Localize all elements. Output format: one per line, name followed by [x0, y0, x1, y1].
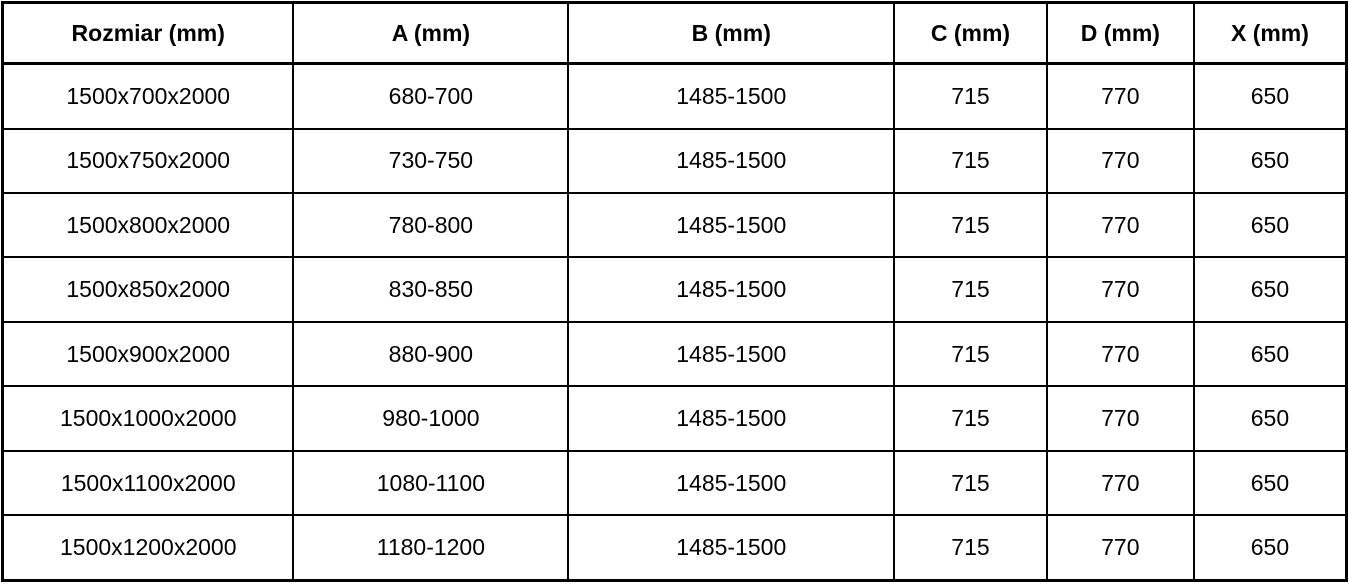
- cell-x: 650: [1192, 256, 1348, 323]
- cell-d: 770: [1045, 62, 1195, 130]
- table-row: 1500x1000x2000 980-1000 1485-1500 715 77…: [1, 385, 1348, 452]
- cell-a: 1080-1100: [292, 449, 570, 517]
- cell-a: 830-850: [292, 256, 570, 323]
- cell-c: 715: [893, 449, 1048, 517]
- cell-b: 1485-1500: [567, 320, 896, 388]
- cell-b: 1485-1500: [567, 514, 896, 582]
- cell-d: 770: [1045, 127, 1195, 194]
- cell-rozmiar: 1500x850x2000: [1, 256, 295, 323]
- table-row: 1500x900x2000 880-900 1485-1500 715 770 …: [1, 320, 1348, 388]
- cell-x: 650: [1192, 62, 1348, 130]
- cell-d: 770: [1045, 256, 1195, 323]
- cell-rozmiar: 1500x1100x2000: [1, 449, 295, 517]
- cell-x: 650: [1192, 320, 1348, 388]
- cell-a: 730-750: [292, 127, 570, 194]
- table-row: 1500x700x2000 680-700 1485-1500 715 770 …: [1, 62, 1348, 130]
- cell-d: 770: [1045, 320, 1195, 388]
- column-header-rozmiar: Rozmiar (mm): [1, 1, 295, 65]
- column-header-b: B (mm): [567, 1, 896, 65]
- cell-c: 715: [893, 320, 1048, 388]
- cell-b: 1485-1500: [567, 191, 896, 259]
- cell-c: 715: [893, 191, 1048, 259]
- cell-a: 880-900: [292, 320, 570, 388]
- cell-c: 715: [893, 62, 1048, 130]
- cell-d: 770: [1045, 385, 1195, 452]
- column-header-c: C (mm): [893, 1, 1048, 65]
- table-row: 1500x850x2000 830-850 1485-1500 715 770 …: [1, 256, 1348, 323]
- cell-b: 1485-1500: [567, 256, 896, 323]
- column-header-a: A (mm): [292, 1, 570, 65]
- cell-c: 715: [893, 256, 1048, 323]
- cell-d: 770: [1045, 449, 1195, 517]
- cell-b: 1485-1500: [567, 127, 896, 194]
- table-row: 1500x1100x2000 1080-1100 1485-1500 715 7…: [1, 449, 1348, 517]
- cell-d: 770: [1045, 191, 1195, 259]
- cell-b: 1485-1500: [567, 449, 896, 517]
- cell-b: 1485-1500: [567, 385, 896, 452]
- cell-rozmiar: 1500x700x2000: [1, 62, 295, 130]
- cell-rozmiar: 1500x800x2000: [1, 191, 295, 259]
- cell-a: 1180-1200: [292, 514, 570, 582]
- cell-a: 680-700: [292, 62, 570, 130]
- table-row: 1500x750x2000 730-750 1485-1500 715 770 …: [1, 127, 1348, 194]
- cell-b: 1485-1500: [567, 62, 896, 130]
- cell-rozmiar: 1500x750x2000: [1, 127, 295, 194]
- cell-rozmiar: 1500x900x2000: [1, 320, 295, 388]
- column-header-d: D (mm): [1045, 1, 1195, 65]
- cell-a: 780-800: [292, 191, 570, 259]
- cell-x: 650: [1192, 385, 1348, 452]
- cell-c: 715: [893, 385, 1048, 452]
- cell-x: 650: [1192, 514, 1348, 582]
- cell-a: 980-1000: [292, 385, 570, 452]
- header-row: Rozmiar (mm) A (mm) B (mm) C (mm) D (mm)…: [1, 1, 1348, 65]
- cell-x: 650: [1192, 449, 1348, 517]
- table-row: 1500x800x2000 780-800 1485-1500 715 770 …: [1, 191, 1348, 259]
- table-row: 1500x1200x2000 1180-1200 1485-1500 715 7…: [1, 514, 1348, 582]
- cell-x: 650: [1192, 191, 1348, 259]
- cell-c: 715: [893, 514, 1048, 582]
- cell-d: 770: [1045, 514, 1195, 582]
- cell-rozmiar: 1500x1000x2000: [1, 385, 295, 452]
- cell-x: 650: [1192, 127, 1348, 194]
- cell-rozmiar: 1500x1200x2000: [1, 514, 295, 582]
- column-header-x: X (mm): [1192, 1, 1348, 65]
- cell-c: 715: [893, 127, 1048, 194]
